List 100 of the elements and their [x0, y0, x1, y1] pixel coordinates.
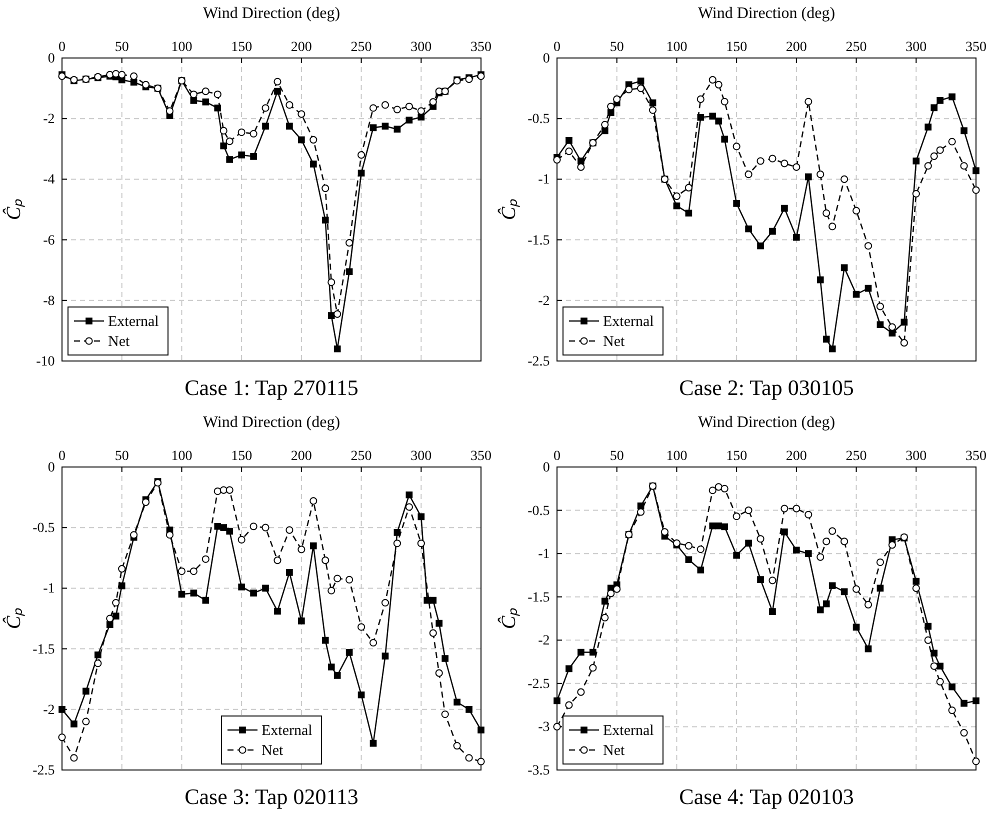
point [226, 138, 234, 146]
point [924, 636, 932, 644]
text: Case 3: Tap 020113 [184, 784, 358, 809]
point [601, 120, 609, 128]
point [334, 672, 341, 679]
point [435, 669, 443, 677]
y-tick-label: -2 [43, 702, 55, 718]
point [888, 541, 896, 549]
x-tick-label: 100 [666, 40, 688, 55]
point [202, 88, 210, 96]
point [566, 137, 572, 144]
point [697, 566, 704, 574]
point [214, 522, 222, 530]
legend-label: External [108, 314, 159, 330]
point [900, 339, 908, 347]
point [328, 278, 336, 286]
point [876, 302, 884, 310]
y-tick-label: -1.5 [528, 233, 550, 248]
point [852, 290, 860, 298]
point [220, 126, 228, 135]
point [346, 649, 353, 656]
y-tick-label: -10 [36, 354, 55, 370]
point [178, 590, 186, 598]
y-axis-title: Ĉₚ [2, 198, 25, 220]
point [768, 576, 776, 584]
point [637, 84, 645, 92]
point [322, 216, 329, 224]
point [58, 733, 66, 742]
point [781, 528, 788, 536]
point [430, 596, 437, 604]
point [328, 664, 335, 670]
point [685, 556, 692, 564]
point [840, 175, 848, 183]
point [804, 550, 812, 557]
x-axis-title: Wind Direction (deg) [698, 5, 836, 22]
point [816, 553, 824, 561]
point [672, 539, 681, 547]
x-axis-title: Wind Direction (deg) [698, 414, 836, 431]
point [864, 242, 872, 250]
legend-label: External [603, 314, 654, 330]
y-tick-label: 0 [48, 51, 55, 66]
point [334, 574, 342, 582]
point [274, 88, 281, 95]
x-tick-label: 150 [231, 40, 252, 55]
point [82, 688, 90, 695]
x-tick-label: 150 [726, 448, 748, 464]
point [286, 122, 293, 130]
point [781, 204, 788, 212]
point [601, 127, 608, 134]
y-tick-label: -2 [538, 294, 550, 309]
point [816, 606, 824, 614]
point [637, 78, 644, 84]
point [685, 210, 692, 217]
point [393, 540, 401, 548]
point [840, 538, 848, 546]
point [441, 710, 449, 718]
x-tick-label: 0 [58, 448, 66, 464]
point [852, 206, 860, 214]
point [912, 158, 920, 164]
y-tick-label: -8 [43, 294, 55, 309]
point [394, 126, 401, 133]
y-axis-title: Ĉₚ [2, 606, 25, 630]
y-tick-label: -2 [538, 634, 550, 649]
point [972, 186, 980, 194]
x-tick-label: 50 [610, 40, 624, 55]
point [202, 98, 210, 106]
point [625, 86, 633, 94]
point [370, 740, 377, 747]
point [250, 153, 257, 160]
point [429, 98, 437, 106]
x-tick-label: 200 [786, 448, 807, 464]
x-tick-label: 350 [966, 40, 986, 55]
legend-label: Net [603, 743, 626, 759]
point [442, 655, 448, 662]
point [720, 484, 728, 492]
point [852, 624, 860, 631]
point [357, 623, 366, 631]
point [708, 486, 716, 494]
point [696, 95, 704, 103]
point [286, 569, 293, 576]
point [250, 130, 258, 138]
legend-label: External [262, 723, 312, 739]
point [393, 106, 401, 114]
x-tick-label: 250 [846, 448, 867, 464]
y-tick-label: -6 [43, 233, 55, 248]
point [238, 536, 246, 544]
point [804, 173, 812, 180]
point [250, 522, 258, 530]
point [406, 491, 413, 498]
point [828, 345, 836, 352]
point [924, 162, 932, 170]
point [214, 104, 222, 112]
point [118, 70, 126, 78]
point [465, 754, 473, 762]
point [310, 136, 318, 144]
point [780, 160, 788, 168]
point [238, 152, 245, 158]
point [578, 648, 584, 656]
point [822, 336, 830, 343]
x-tick-label: 350 [470, 40, 492, 55]
